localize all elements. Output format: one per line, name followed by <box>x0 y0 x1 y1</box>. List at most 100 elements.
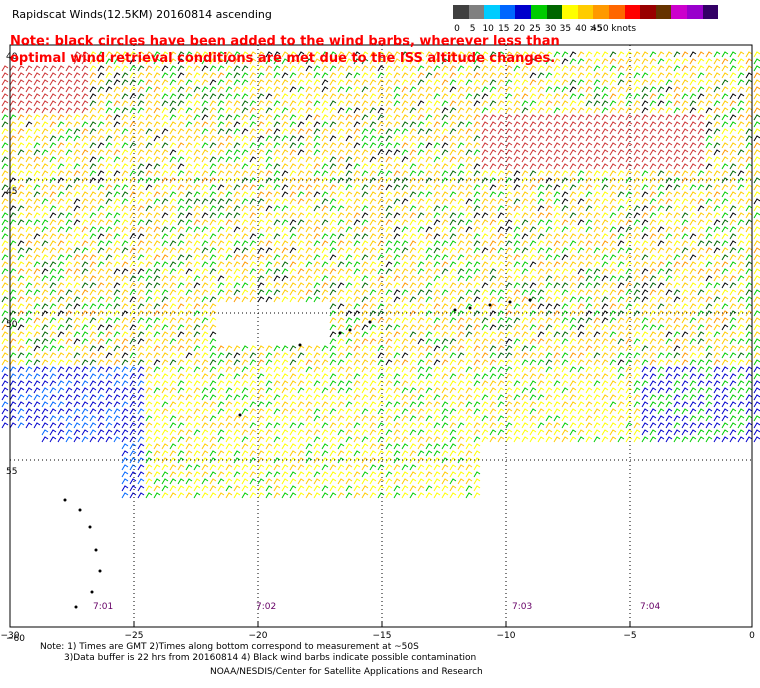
wind-barb <box>169 65 177 72</box>
wind-barb <box>561 86 569 93</box>
wind-barb <box>465 408 473 415</box>
wind-barb <box>193 296 201 303</box>
wind-barb <box>705 212 713 219</box>
wind-barb <box>153 261 161 268</box>
legend-swatch <box>702 5 719 19</box>
wind-barb <box>705 58 713 65</box>
wind-barb <box>193 205 201 212</box>
wind-barb <box>505 254 513 261</box>
wind-barb <box>185 93 193 100</box>
wind-barb <box>49 135 57 142</box>
wind-barb <box>329 93 337 100</box>
wind-barb <box>705 142 713 149</box>
wind-barb <box>145 191 153 198</box>
wind-barb <box>489 380 497 387</box>
wind-barb <box>169 107 177 114</box>
wind-barb <box>449 100 457 107</box>
wind-barb <box>657 128 665 135</box>
wind-barb <box>553 345 561 352</box>
wind-barb <box>121 408 129 415</box>
wind-barb <box>185 422 193 429</box>
wind-barb <box>73 289 81 296</box>
wind-barb <box>537 233 545 240</box>
wind-barb <box>361 261 369 268</box>
wind-barb <box>113 387 121 394</box>
wind-barb <box>441 93 449 100</box>
wind-barb <box>153 51 161 58</box>
wind-barb <box>257 282 265 289</box>
wind-barb <box>337 240 345 247</box>
wind-barb <box>697 233 705 240</box>
wind-barb <box>737 149 745 156</box>
wind-barb <box>481 324 489 331</box>
wind-barb <box>721 191 729 198</box>
wind-barb <box>657 86 665 93</box>
wind-barb <box>33 135 41 142</box>
wind-barb <box>65 387 73 394</box>
wind-barb <box>689 205 697 212</box>
wind-barb <box>393 317 401 324</box>
wind-barb <box>121 170 129 177</box>
wind-barb <box>401 226 409 233</box>
wind-barb <box>193 387 201 394</box>
wind-barb <box>41 240 49 247</box>
wind-barb <box>89 233 97 240</box>
wind-barb <box>481 212 489 219</box>
wind-barb <box>49 65 57 72</box>
wind-barb <box>217 422 225 429</box>
wind-barb <box>17 387 25 394</box>
wind-barb <box>577 219 585 226</box>
wind-barb <box>289 359 297 366</box>
wind-barb <box>89 114 97 121</box>
wind-barb <box>353 408 361 415</box>
wind-barb <box>345 275 353 282</box>
wind-barb <box>585 65 593 72</box>
wind-barb <box>649 58 657 65</box>
wind-barb <box>225 394 233 401</box>
wind-barb <box>73 422 81 429</box>
wind-barb <box>617 324 625 331</box>
wind-barb <box>233 394 241 401</box>
wind-barb <box>73 268 81 275</box>
wind-barb <box>441 184 449 191</box>
wind-barb <box>313 268 321 275</box>
wind-barb <box>201 352 209 359</box>
wind-barb <box>313 149 321 156</box>
wind-barb <box>25 408 33 415</box>
wind-barb <box>209 149 217 156</box>
wind-barb <box>41 296 49 303</box>
wind-barb <box>65 254 73 261</box>
wind-barb <box>753 296 760 303</box>
wind-barb <box>537 359 545 366</box>
wind-barb <box>329 303 337 310</box>
wind-barb <box>217 254 225 261</box>
wind-barb <box>217 86 225 93</box>
wind-barb <box>465 373 473 380</box>
wind-barb <box>697 128 705 135</box>
wind-barb <box>209 415 217 422</box>
wind-barb <box>105 387 113 394</box>
wind-barb <box>537 275 545 282</box>
wind-barb <box>313 296 321 303</box>
wind-barb <box>105 380 113 387</box>
wind-barb <box>1 212 9 219</box>
wind-barb <box>705 254 713 261</box>
wind-barb <box>649 170 657 177</box>
wind-barb <box>177 331 185 338</box>
wind-barb <box>121 114 129 121</box>
wind-barb <box>625 191 633 198</box>
wind-barb <box>17 247 25 254</box>
wind-barb <box>401 156 409 163</box>
wind-barb <box>321 128 329 135</box>
wind-barb <box>673 296 681 303</box>
wind-barb <box>337 79 345 86</box>
wind-barb <box>529 86 537 93</box>
wind-barb <box>649 373 657 380</box>
wind-barb <box>625 303 633 310</box>
wind-barb <box>177 366 185 373</box>
wind-barb <box>657 170 665 177</box>
wind-barb <box>41 261 49 268</box>
wind-barb <box>729 51 737 58</box>
wind-barb <box>617 338 625 345</box>
wind-barb <box>545 149 553 156</box>
